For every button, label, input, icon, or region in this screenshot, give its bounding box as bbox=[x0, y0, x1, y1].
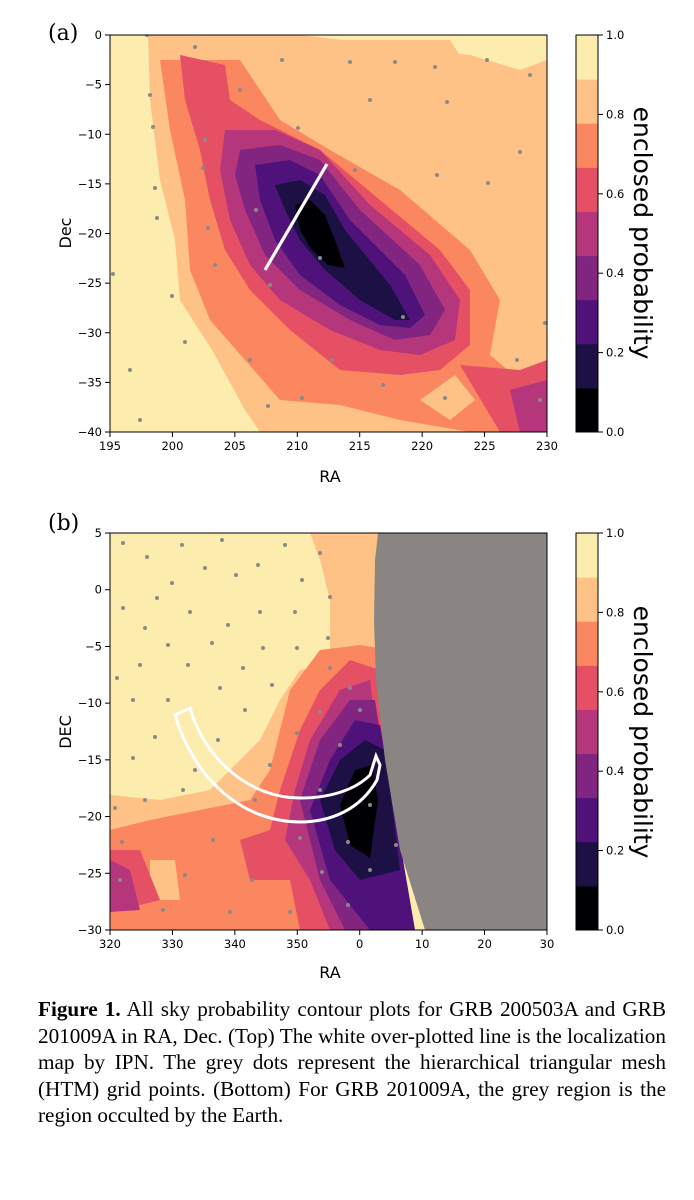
colorbar-segment bbox=[576, 35, 598, 80]
x-tick-label: 210 bbox=[286, 439, 308, 453]
x-tick-label: 20 bbox=[477, 937, 492, 951]
x-tick-label: 200 bbox=[161, 439, 183, 453]
colorbar-tick-label: 0.4 bbox=[606, 266, 624, 280]
caption-text: All sky probability contour plots for GR… bbox=[38, 997, 666, 1128]
x-tick-label: 10 bbox=[415, 937, 430, 951]
panel-a-ylabel: Dec bbox=[56, 218, 75, 249]
colorbar-segment bbox=[576, 123, 598, 168]
x-tick-label: 340 bbox=[224, 937, 246, 951]
caption-label: Figure 1. bbox=[38, 997, 121, 1021]
x-tick-label: 230 bbox=[536, 439, 558, 453]
x-tick-label: 30 bbox=[540, 937, 555, 951]
htm-grid-points-a bbox=[111, 35, 547, 422]
colorbar-tick-label: 0.2 bbox=[606, 844, 624, 858]
y-tick-label: −30 bbox=[78, 326, 102, 340]
panel-a: 195 200 205 210 215 220 225 230 0 −5 −10 −15 −20 −25 −… bbox=[48, 21, 657, 486]
panel-a-axes: 195 200 205 210 215 220 225 230 0 −5 −10 −15 −20 −25 −… bbox=[78, 28, 558, 453]
earth-occulted-region bbox=[374, 533, 547, 930]
colorbar-segment bbox=[576, 709, 598, 755]
colorbar-segment bbox=[576, 79, 598, 124]
colorbar-segment bbox=[576, 577, 598, 622]
colorbar-tick-label: 0.2 bbox=[606, 346, 624, 360]
y-tick-label: −35 bbox=[78, 375, 102, 389]
colorbar-frame bbox=[575, 532, 599, 931]
x-tick-label: 0 bbox=[356, 937, 363, 951]
colorbar-segment bbox=[576, 343, 598, 389]
y-tick-label: −5 bbox=[85, 78, 102, 92]
colorbar-segment bbox=[576, 665, 598, 710]
figure-canvas: 195 200 205 210 215 220 225 2300−5−10−15−20−25−… bbox=[48, 21, 657, 982]
panel-b-frame bbox=[109, 532, 548, 931]
x-tick-label: 205 bbox=[224, 439, 246, 453]
panel-b-axes: 320 330 340 350 0 10 20 30 5 0 −5 −10 −15 −20 −25 −30 bbox=[78, 526, 555, 951]
y-tick-label: −10 bbox=[78, 696, 102, 710]
colorbar-tick-label: 0.8 bbox=[606, 107, 624, 121]
colorbar-segment bbox=[576, 299, 598, 345]
panel-b-contours bbox=[110, 533, 547, 930]
ipn-localization-line bbox=[263, 163, 329, 271]
y-tick-label: −25 bbox=[78, 276, 102, 290]
y-tick-label: −30 bbox=[78, 923, 102, 937]
colorbar-tick-label: 1.0 bbox=[606, 526, 624, 540]
x-tick-label: 215 bbox=[349, 439, 371, 453]
colorbar-segment bbox=[576, 533, 598, 578]
y-tick-label: −15 bbox=[78, 177, 102, 191]
y-tick-label: −40 bbox=[78, 425, 102, 439]
panel-b: 320 330 340 350 0 10 20 30 5 0 −5 −10 −15 −20 −25 −30 (… bbox=[48, 511, 657, 982]
colorbar-segment bbox=[576, 167, 598, 212]
y-tick-label: 0 bbox=[95, 28, 102, 42]
colorbar-segment bbox=[576, 621, 598, 666]
y-tick-label: 0 bbox=[95, 583, 102, 597]
y-tick-label: −5 bbox=[85, 639, 102, 653]
colorbar-segment bbox=[576, 387, 598, 433]
x-tick-label: 330 bbox=[161, 937, 183, 951]
x-tick-label: 320 bbox=[99, 937, 121, 951]
colorbar-segment bbox=[576, 255, 598, 301]
colorbar-tick-label: 0.8 bbox=[606, 605, 624, 619]
y-tick-label: −15 bbox=[78, 753, 102, 767]
colorbar-frame bbox=[575, 34, 599, 433]
y-tick-label: −10 bbox=[78, 127, 102, 141]
colorbar-tick-label: 0.0 bbox=[606, 923, 624, 937]
colorbar-a: 1.0 0.8 0.6 0.4 0.2 0.0 bbox=[575, 28, 624, 439]
y-tick-label: −20 bbox=[78, 810, 102, 824]
colorbar-tick-label: 0.6 bbox=[606, 685, 624, 699]
colorbar-segment bbox=[576, 841, 598, 887]
ipn-localization-band bbox=[173, 705, 382, 824]
htm-grid-points-b bbox=[113, 538, 398, 914]
panel-a-contours bbox=[110, 35, 547, 432]
colorbar-segment bbox=[576, 797, 598, 843]
panel-b-label: (b) bbox=[48, 511, 79, 536]
panel-a-label: (a) bbox=[48, 21, 78, 46]
y-tick-label: 5 bbox=[95, 526, 102, 540]
y-tick-label: −25 bbox=[78, 866, 102, 880]
colorbar-tick-label: 0.0 bbox=[606, 425, 624, 439]
x-tick-label: 225 bbox=[474, 439, 496, 453]
colorbar-segment bbox=[576, 753, 598, 799]
x-tick-label: 220 bbox=[411, 439, 433, 453]
figure-caption: Figure 1. All sky probability contour pl… bbox=[38, 996, 666, 1129]
colorbar-tick-label: 0.6 bbox=[606, 187, 624, 201]
panel-b-ylabel: DEC bbox=[56, 715, 75, 749]
x-tick-label: 350 bbox=[286, 937, 308, 951]
colorbar-b: 1.0 0.8 0.6 0.4 0.2 0.0 bbox=[575, 526, 624, 937]
panel-b-xlabel: RA bbox=[319, 963, 340, 982]
y-tick-label: −20 bbox=[78, 227, 102, 241]
colorbar-tick-label: 0.4 bbox=[606, 764, 624, 778]
x-tick-label: 195 bbox=[99, 439, 121, 453]
colorbar-segment bbox=[576, 211, 598, 257]
colorbar-a-label: enclosed probability bbox=[628, 107, 657, 360]
panel-a-xlabel: RA bbox=[319, 467, 340, 486]
colorbar-tick-label: 1.0 bbox=[606, 28, 624, 42]
colorbar-segment bbox=[576, 885, 598, 931]
colorbar-b-label: enclosed probability bbox=[628, 606, 657, 859]
